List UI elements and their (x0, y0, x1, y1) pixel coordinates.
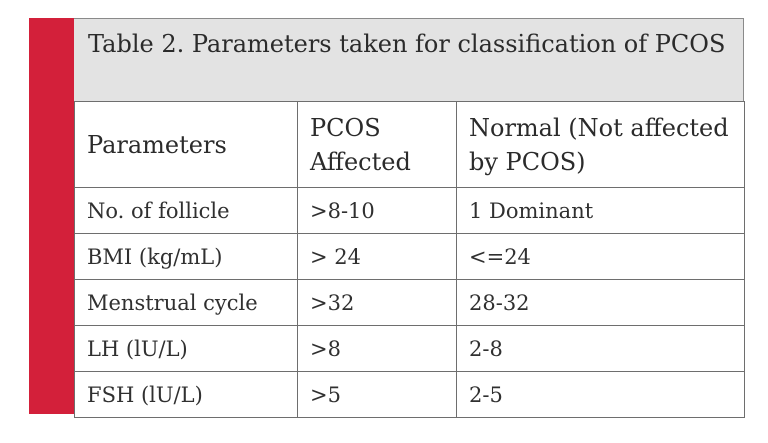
header-row: Parameters PCOS Affected Normal (Not aff… (74, 101, 745, 188)
cell-normal-value: 28-32 (456, 279, 745, 326)
cell-pcos-value: > 24 (297, 233, 457, 280)
table-row: No. of follicle >8-10 1 Dominant (74, 187, 745, 234)
cell-parameter: FSH (lU/L) (74, 371, 298, 418)
cell-normal-value: <=24 (456, 233, 745, 280)
cell-pcos-value: >5 (297, 371, 457, 418)
cell-parameter: Menstrual cycle (74, 279, 298, 326)
cell-pcos-value: >8-10 (297, 187, 457, 234)
table-caption: Table 2. Parameters taken for classifica… (74, 18, 744, 101)
table-row: LH (lU/L) >8 2-8 (74, 325, 745, 372)
parameters-table: Parameters PCOS Affected Normal (Not aff… (74, 101, 745, 418)
cell-parameter: LH (lU/L) (74, 325, 298, 372)
cell-pcos-value: >32 (297, 279, 457, 326)
table-row: BMI (kg/mL) > 24 <=24 (74, 233, 745, 280)
table-container: Table 2. Parameters taken for classifica… (74, 18, 745, 418)
table-row: FSH (lU/L) >5 2-5 (74, 371, 745, 418)
table-row: Menstrual cycle >32 28-32 (74, 279, 745, 326)
accent-bar (29, 18, 74, 414)
cell-normal-value: 2-8 (456, 325, 745, 372)
header-parameters: Parameters (74, 101, 298, 188)
header-pcos-affected: PCOS Affected (297, 101, 457, 188)
cell-pcos-value: >8 (297, 325, 457, 372)
cell-normal-value: 2-5 (456, 371, 745, 418)
header-normal: Normal (Not affected by PCOS) (456, 101, 745, 188)
cell-parameter: No. of follicle (74, 187, 298, 234)
cell-parameter: BMI (kg/mL) (74, 233, 298, 280)
cell-normal-value: 1 Dominant (456, 187, 745, 234)
